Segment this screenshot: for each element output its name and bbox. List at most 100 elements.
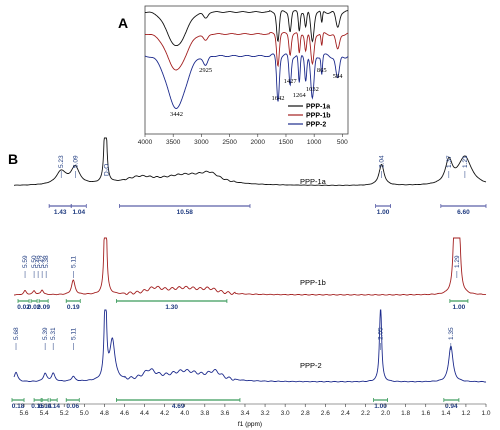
nmr-integral-label: 1.00 — [453, 304, 466, 311]
nmr-peak-label: 5.39 — [42, 327, 49, 340]
nmr-peak-label: 1.21 — [462, 155, 469, 168]
nmr-tick-label: 1.8 — [401, 410, 410, 417]
nmr-integral-label: 0.94 — [445, 403, 458, 410]
nmr-integral-label: 6.60 — [457, 209, 470, 216]
nmr-tick-label: 4.4 — [140, 410, 149, 417]
nmr-spectra: PPP-1a 5.23 5.09 2.04 1.37 1.21 1.43 1.04 10.58 1… — [11, 137, 487, 410]
nmr-integral-label: 0.19 — [67, 304, 80, 311]
ir-peak-label: 1264 — [293, 92, 307, 99]
nmr-peak-label: 5.11 — [70, 327, 77, 340]
ir-tick-label: 2500 — [222, 139, 237, 146]
ir-peak-label: 865 — [317, 67, 327, 74]
nmr-tick-label: 1.6 — [421, 410, 430, 417]
nmr-integral-label: 1.04 — [72, 209, 85, 216]
ir-legend-label: PPP-2 — [306, 122, 326, 129]
nmr-sample-label: PPP-2 — [300, 361, 322, 370]
panel-b-letter: B — [8, 151, 18, 167]
nmr-integral-label: 0.18 — [12, 403, 25, 410]
nmr-peak-label: 5.42 — [39, 255, 46, 268]
nmr-tick-label: 4.6 — [120, 410, 129, 417]
nmr-x-axis-label: f1 (ppm) — [238, 421, 262, 428]
nmr-peak-label: 2.05 — [378, 327, 385, 340]
nmr-tick-label: 2.0 — [381, 410, 390, 417]
nmr-tick-label: 5.4 — [40, 410, 49, 417]
nmr-tick-label: 5.6 — [20, 410, 29, 417]
nmr-integral-label: 10.58 — [177, 209, 194, 216]
nmr-integral-label: 0.09 — [37, 304, 50, 311]
ir-tick-label: 1000 — [307, 139, 322, 146]
nmr-tick-label: 2.8 — [301, 410, 310, 417]
nmr-tick-label: 3.2 — [261, 410, 270, 417]
nmr-peak-label: 1.37 — [446, 155, 453, 168]
nmr-tick-label: 5.0 — [80, 410, 89, 417]
nmr-integral-label: 4.69 — [172, 403, 185, 410]
nmr-peak-label: 5.38 — [43, 255, 50, 268]
nmr-tick-label: 2.6 — [321, 410, 330, 417]
nmr-integral-label: 1.30 — [165, 304, 178, 311]
nmr-integral-label: 0.02 — [28, 304, 41, 311]
nmr-tick-label: 4.2 — [160, 410, 169, 417]
nmr-tick-label: 3.0 — [281, 410, 290, 417]
nmr-peak-label: 5.50 — [31, 255, 38, 268]
nmr-tick-label: 1.0 — [481, 410, 490, 417]
ir-peak-label: 584 — [333, 73, 344, 80]
nmr-spectrum-PPP-1b — [14, 237, 487, 296]
ir-legend-label: PPP-1a — [306, 104, 330, 111]
nmr-peak-label: 1.35 — [448, 327, 455, 340]
nmr-peak-label: 5.46 — [35, 255, 42, 268]
nmr-tick-label: 3.4 — [240, 410, 249, 417]
nmr-peak-label: 5.31 — [50, 327, 57, 340]
nmr-tick-label: 5.2 — [60, 410, 69, 417]
nmr-peak-label: 5.59 — [22, 255, 29, 268]
ir-peak-label: 1642 — [271, 95, 284, 102]
ir-x-axis: 4000 3500 3000 2500 2000 1500 1000 500 — [138, 134, 348, 146]
ir-curves — [144, 10, 349, 109]
nmr-peak-label: 5.23 — [58, 155, 65, 168]
ir-tick-label: 3500 — [166, 139, 181, 146]
nmr-integral-label: 1.00 — [377, 209, 390, 216]
ir-tick-label: 1500 — [279, 139, 294, 146]
nmr-tick-label: 4.0 — [180, 410, 189, 417]
ir-legend-label: PPP-1b — [306, 113, 331, 120]
nmr-sample-label: PPP-1b — [300, 278, 326, 287]
ir-peak-label: 3442 — [170, 111, 183, 118]
nmr-peak-label: 5.09 — [72, 155, 79, 168]
nmr-tick-label: 1.2 — [461, 410, 470, 417]
nmr-tick-label: 3.6 — [220, 410, 229, 417]
ir-legend: PPP-1a PPP-1b PPP-2 — [288, 104, 331, 129]
nmr-x-axis: 5.6 5.4 5.2 5.0 4.8 4.6 4.4 4.2 4.0 3.8 3.6 3.4 3.2 3… — [14, 403, 491, 417]
ir-tick-label: 500 — [337, 139, 348, 146]
nmr-peak-label: 1.29 — [454, 255, 461, 268]
nmr-tick-label: 2.4 — [341, 410, 350, 417]
ir-peak-label: 2925 — [199, 67, 212, 74]
nmr-tick-label: 1.4 — [441, 410, 450, 417]
ir-peak-label: 1032 — [306, 86, 319, 93]
ir-peak-label: 1427 — [284, 78, 298, 85]
nmr-sample-label: PPP-1a — [300, 177, 327, 186]
ir-series-PPP-1a — [145, 10, 349, 47]
nmr-integral-label: 0.02 — [17, 304, 30, 311]
nmr-peak-label: 5.68 — [13, 327, 20, 340]
nmr-tick-label: 2.2 — [361, 410, 370, 417]
nmr-integral-label: 0.15 — [31, 403, 44, 410]
nmr-integral-label: 1.00 — [374, 403, 387, 410]
nmr-tick-label: 4.8 — [100, 410, 109, 417]
nmr-solvent-label: D₂O — [103, 164, 110, 176]
nmr-spectrum-PPP-1a — [14, 137, 487, 186]
ir-series-PPP-1b — [144, 32, 349, 71]
nmr-tick-label: 3.8 — [200, 410, 209, 417]
ir-tick-label: 4000 — [138, 139, 153, 146]
nmr-peak-label: 5.11 — [70, 255, 77, 268]
nmr-spectrum-PPP-2 — [13, 309, 487, 383]
panel-a-letter: A — [118, 15, 128, 31]
ir-plot-frame — [144, 5, 349, 135]
nmr-integral-label: 0.06 — [66, 403, 79, 410]
nmr-integral-label: 0.14 — [39, 403, 52, 410]
ir-tick-label: 2000 — [251, 139, 266, 146]
ir-tick-label: 3000 — [194, 139, 209, 146]
ir-series-PPP-2 — [144, 53, 349, 109]
nmr-integral-label: 1.43 — [54, 209, 67, 216]
nmr-integral-label: 0.14 — [47, 403, 60, 410]
